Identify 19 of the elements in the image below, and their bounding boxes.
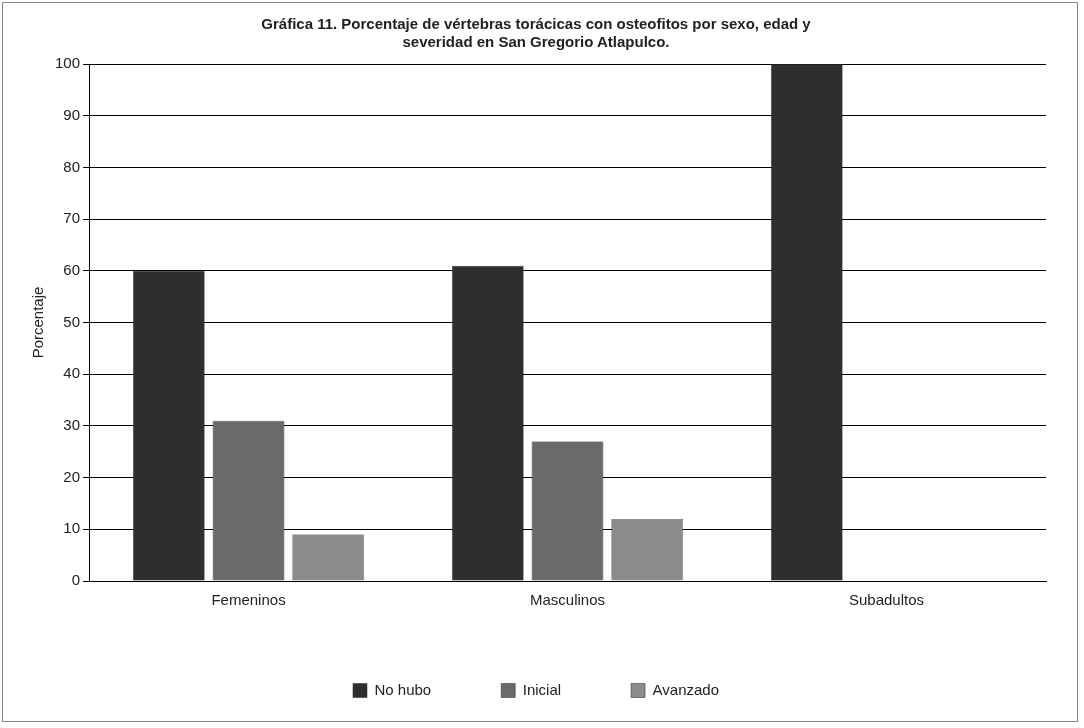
y-axis-title: Porcentaje — [29, 286, 47, 359]
x-tick-label: Masculinos — [530, 591, 606, 609]
legend-label: Inicial — [522, 680, 562, 698]
y-tick-label: 40 — [63, 364, 81, 382]
y-tick-label: 20 — [63, 467, 81, 485]
y-tick-label: 10 — [63, 519, 81, 537]
y-tick-label: 70 — [63, 209, 81, 227]
y-tick-label: 60 — [63, 260, 81, 278]
legend-label: No hubo — [374, 680, 432, 698]
y-tick-label: 80 — [63, 157, 81, 175]
y-tick-label: 90 — [63, 105, 81, 123]
x-tick-label: Femeninos — [211, 591, 286, 609]
legend-label: Avanzado — [652, 680, 720, 698]
y-tick-label: 0 — [71, 571, 81, 589]
x-tick-label: Subadultos — [848, 591, 925, 609]
y-tick-label: 30 — [63, 416, 81, 434]
y-tick-label: 50 — [63, 312, 81, 330]
chart-title: Gráfica 11. Porcentaje de vértebras torácicas con osteofitos por sexo, edad y severidad en San Gregorio Atlapulco. — [261, 15, 812, 51]
y-tick-label: 100 — [55, 54, 81, 72]
